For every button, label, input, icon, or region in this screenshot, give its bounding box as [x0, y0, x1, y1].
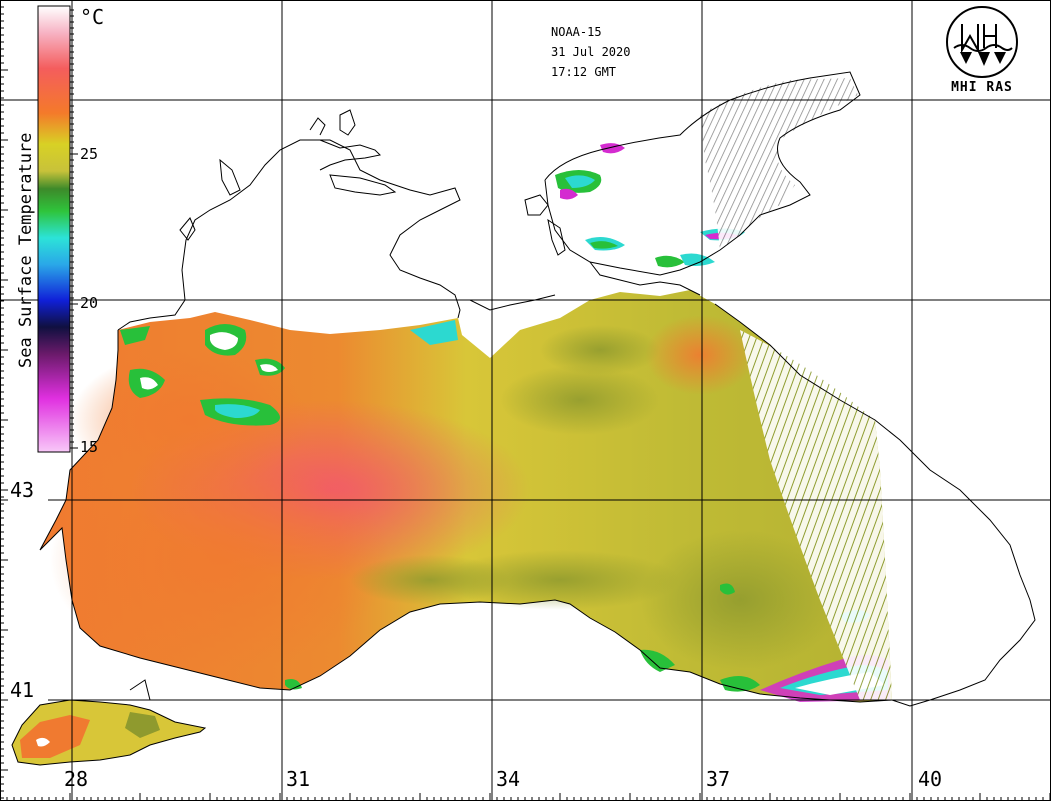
logo: MHI RAS	[942, 8, 1022, 98]
colorbar-unit: °C	[80, 5, 104, 29]
lon-label-37: 37	[706, 767, 730, 791]
colorbar-gradient	[37, 5, 71, 453]
satellite-info: NOAA-15 31 Jul 2020 17:12 GMT	[551, 22, 630, 82]
colorbar-title: Sea Surface Temperature	[16, 132, 36, 368]
colorbar-tick-20: 20	[80, 294, 98, 312]
lat-label-43: 43	[10, 478, 34, 502]
colorbar-tick-15: 15	[80, 438, 98, 456]
logo-text: MHI RAS	[951, 80, 1013, 95]
mhi-ras-emblem-icon	[946, 6, 1018, 78]
lon-label-28: 28	[64, 767, 88, 791]
lon-label-31: 31	[286, 767, 310, 791]
lon-label-40: 40	[918, 767, 942, 791]
colorbar-tick-25: 25	[80, 145, 98, 163]
pass-date: 31 Jul 2020	[551, 45, 631, 59]
pass-time: 17:12 GMT	[551, 65, 617, 79]
scan-swath-east	[740, 330, 892, 700]
lat-label-41: 41	[10, 678, 34, 702]
colorbar-ticks	[70, 9, 78, 449]
coastline	[11, 71, 1036, 766]
satellite-name: NOAA-15	[551, 25, 602, 39]
lon-label-34: 34	[496, 767, 520, 791]
